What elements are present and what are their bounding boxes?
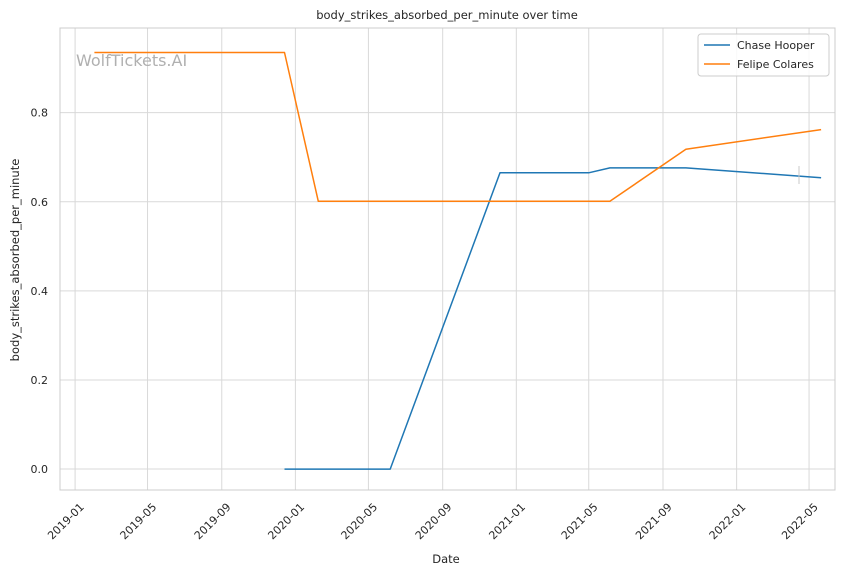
series-lines: [94, 51, 822, 470]
plot-frame: [59, 27, 836, 491]
chart-title: body_strikes_absorbed_per_minute over ti…: [316, 8, 578, 22]
gridlines: [60, 28, 835, 490]
watermark: WolfTickets.AI: [76, 51, 187, 70]
y-tick-label: 0.4: [31, 285, 49, 298]
x-axis-label: Date: [432, 552, 460, 566]
series-line-felipe-colares: [94, 51, 822, 203]
y-tick-label: 0.8: [31, 107, 49, 120]
legend: Chase Hooper Felipe Colares: [697, 33, 830, 77]
series-line-chase-hooper: [284, 167, 822, 470]
plot-area: [60, 28, 835, 490]
y-axis-label: body_strikes_absorbed_per_minute: [8, 159, 22, 362]
y-tick-label: 0.0: [31, 463, 49, 476]
y-tick-label: 0.2: [31, 374, 49, 387]
legend-box: [697, 33, 830, 77]
legend-label-chase-hooper: Chase Hooper: [737, 39, 815, 52]
y-tick-label: 0.6: [31, 196, 49, 209]
legend-label-felipe-colares: Felipe Colares: [737, 58, 814, 71]
